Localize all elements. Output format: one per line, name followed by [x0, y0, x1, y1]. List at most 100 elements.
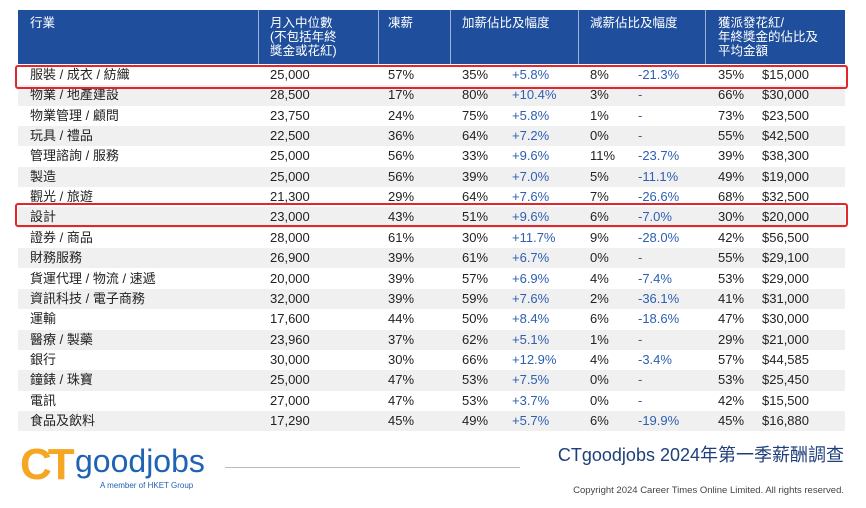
- table-cell: 45%: [388, 412, 415, 428]
- table-cell: 25,000: [270, 372, 310, 388]
- table-cell: 56%: [388, 148, 415, 164]
- table-cell: 製造: [30, 168, 57, 184]
- table-cell: 25,000: [270, 168, 310, 184]
- table-cell: 醫療 / 製藥: [30, 331, 93, 347]
- table-cell: +7.0%: [512, 168, 550, 184]
- header-separator: [450, 10, 451, 64]
- divider: [225, 467, 520, 468]
- table-cell: 66%: [718, 87, 745, 103]
- table-header: 行業 月入中位數 (不包括年終 獎金或花紅) 凍薪 加薪佔比及幅度 減薪佔比及幅度 獲派發…: [18, 10, 845, 64]
- table-row: 物業管理 / 顧問 23,750 24% 75% +5.8% 1% - 73% $23,500: [18, 105, 845, 127]
- table-cell: 64%: [462, 189, 489, 205]
- table-cell: 61%: [462, 250, 489, 266]
- table-cell: -: [638, 331, 643, 347]
- table-cell: +3.7%: [512, 392, 550, 408]
- table-cell: 37%: [388, 331, 415, 347]
- table-cell: $25,450: [762, 372, 809, 388]
- logo: CT: [20, 440, 75, 490]
- table-cell: 50%: [462, 311, 489, 327]
- table-row: 設計 23,000 43% 51% +9.6% 6% -7.0% 30% $20,000: [18, 207, 845, 228]
- table-cell: 61%: [388, 229, 415, 245]
- table-cell: $19,000: [762, 168, 809, 184]
- table-cell: 30%: [388, 351, 415, 367]
- table-cell: 33%: [462, 148, 489, 164]
- table-cell: 44%: [388, 311, 415, 327]
- table-cell: +7.6%: [512, 189, 550, 205]
- table-cell: 物業管理 / 顧問: [30, 107, 119, 123]
- table-cell: 25,000: [270, 67, 310, 82]
- highlight-box: [15, 65, 848, 89]
- table-cell: 3%: [590, 87, 609, 103]
- table-cell: 24%: [388, 107, 415, 123]
- table-cell: 39%: [462, 168, 489, 184]
- table-row: 管理諮詢 / 服務 25,000 56% 33% +9.6% 11% -23.7% 39% $3…: [18, 146, 845, 167]
- header-separator: [578, 10, 579, 64]
- table-cell: 銀行: [30, 351, 57, 367]
- table-cell: 47%: [388, 372, 415, 388]
- table-row: 證券 / 商品 28,000 61% 30% +11.7% 9% -28.0% 42% $56,…: [18, 227, 845, 249]
- table-cell: 29%: [718, 331, 745, 347]
- table-cell: $44,585: [762, 351, 809, 367]
- table-cell: 5%: [590, 168, 609, 184]
- table-row: 服裝 / 成衣 / 紡織 25,000 57% 35% +5.8% 8% -21.3% 35%…: [18, 65, 845, 86]
- table-cell: -: [638, 392, 643, 408]
- table-cell: 28,500: [270, 87, 310, 103]
- table-cell: 39%: [388, 290, 415, 306]
- table-row: 玩具 / 禮品 22,500 36% 64% +7.2% 0% - 55% $42,500: [18, 126, 845, 147]
- table-cell: $42,500: [762, 128, 809, 144]
- table-cell: 23,000: [270, 209, 310, 225]
- header-cell: 減薪佔比及幅度: [590, 16, 678, 30]
- table-cell: +7.2%: [512, 128, 550, 144]
- header-separator: [378, 10, 379, 64]
- table-cell: +5.7%: [512, 412, 550, 428]
- table-cell: 觀光 / 旅遊: [30, 189, 93, 205]
- table-cell: 22,500: [270, 128, 310, 144]
- table-row: 資訊科技 / 電子商務 32,000 39% 59% +7.6% 2% -36.1% 41% $…: [18, 288, 845, 310]
- table-cell: 4%: [590, 270, 609, 286]
- table-cell: 7%: [590, 189, 609, 205]
- header-cell: 行業: [30, 16, 56, 30]
- table-cell: 運輸: [30, 311, 57, 327]
- table-cell: -11.1%: [638, 168, 679, 184]
- table-cell: 20,000: [270, 270, 310, 286]
- header-cell: 月入中位數 (不包括年終 獎金或花紅): [270, 16, 337, 58]
- table-cell: 30,000: [270, 351, 310, 367]
- table-row: 鐘錶 / 珠寶 25,000 47% 53% +7.5% 0% - 53% $25,450: [18, 370, 845, 391]
- table-cell: 57%: [462, 270, 489, 286]
- table-cell: -18.6%: [638, 311, 680, 327]
- table-cell: 11%: [590, 148, 616, 164]
- table-cell: 57%: [718, 351, 745, 367]
- table-cell: 36%: [388, 128, 415, 144]
- table-row: 財務服務 26,900 39% 61% +6.7% 0% - 55% $29,100: [18, 248, 845, 269]
- table-cell: 鐘錶 / 珠寶: [30, 372, 93, 388]
- table-cell: +12.9%: [512, 351, 557, 367]
- table-cell: 6%: [590, 311, 609, 327]
- table-cell: +9.6%: [512, 209, 550, 225]
- table-cell: +5.8%: [512, 107, 550, 123]
- table-cell: +11.7%: [512, 229, 556, 245]
- table-cell: -26.6%: [638, 189, 680, 205]
- table-cell: $30,000: [762, 311, 809, 327]
- table-cell: 9%: [590, 229, 609, 245]
- table-cell: 39%: [718, 148, 745, 164]
- table-cell: 49%: [718, 168, 745, 184]
- table-cell: $29,100: [762, 250, 809, 266]
- table-cell: -19.9%: [638, 412, 680, 428]
- table-cell: 35%: [718, 67, 745, 82]
- logo-tagline: A member of HKET Group: [100, 481, 194, 490]
- table-cell: $56,500: [762, 229, 809, 245]
- table-cell: 75%: [462, 107, 489, 123]
- footer-title: CTgoodjobs 2024年第一季薪酬調查: [557, 445, 844, 465]
- table-cell: 服裝 / 成衣 / 紡織: [30, 67, 130, 82]
- table-cell: -23.7%: [638, 148, 680, 164]
- table-cell: 39%: [388, 250, 415, 266]
- table-cell: 47%: [388, 392, 415, 408]
- table-cell: $29,000: [762, 270, 809, 286]
- highlight-box: [15, 203, 848, 227]
- table-cell: $16,880: [762, 412, 809, 428]
- table-cell: 2%: [590, 290, 609, 306]
- table-cell: 57%: [388, 67, 415, 82]
- table-cell: 30%: [462, 229, 489, 245]
- table-cell: 66%: [462, 351, 489, 367]
